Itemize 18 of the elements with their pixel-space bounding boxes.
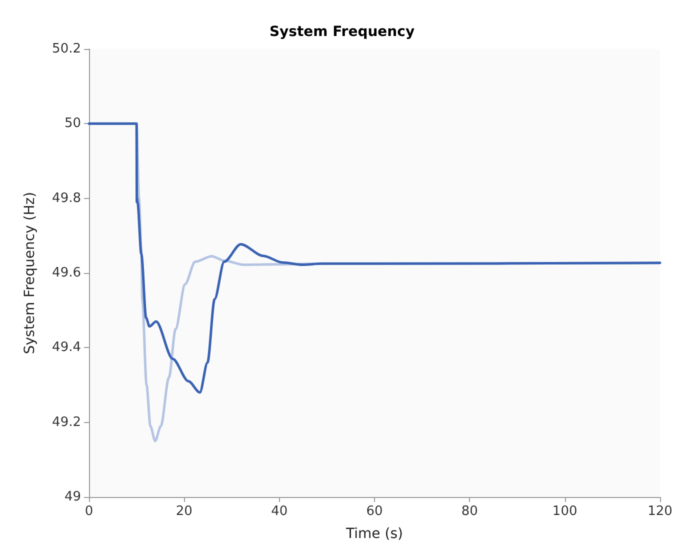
y-axis-title: System Frequency (Hz) <box>22 192 38 354</box>
y-tick-label: 49 <box>64 490 81 504</box>
x-tick-label: 120 <box>648 504 672 519</box>
y-tick-label: 50 <box>64 116 81 132</box>
y-tick-label: 49.2 <box>52 414 81 430</box>
x-tick-label: 80 <box>461 504 478 519</box>
x-tick-label: 100 <box>552 504 578 519</box>
y-tick-label: 49.4 <box>52 340 81 356</box>
y-tick-label: 49.6 <box>52 266 81 280</box>
line-series <box>88 122 662 394</box>
y-tick-label: 50.2 <box>52 42 81 56</box>
x-axis-title: Time (s) <box>345 526 403 542</box>
chart-title: System Frequency <box>269 24 415 40</box>
x-tick-label: 60 <box>366 504 383 519</box>
x-tick-label: 40 <box>271 504 288 519</box>
y-tick-label: 49.8 <box>52 190 81 206</box>
x-tick-label: 20 <box>176 504 192 519</box>
x-tick-label: 0 <box>84 504 94 519</box>
